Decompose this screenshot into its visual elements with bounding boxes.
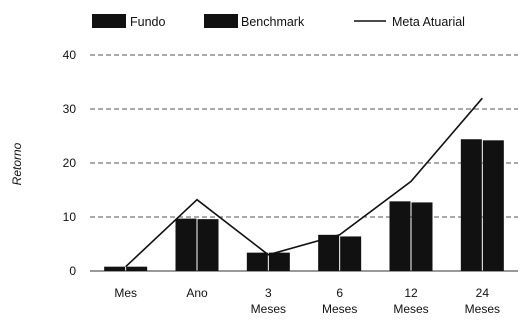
x-tick-label-5: 24 Meses — [465, 286, 500, 316]
bar-fundo-5 — [460, 139, 482, 271]
y-tick-label-20: 20 — [63, 156, 77, 170]
legend: Fundo Benchmark Meta Atuarial — [92, 14, 465, 29]
bar-fundo-2 — [246, 252, 268, 271]
x-tick-label-4: 12 Meses — [393, 286, 428, 316]
bar-fundo-1 — [175, 218, 197, 271]
x-tick-label-line: Mes — [114, 286, 137, 300]
bar-fundo-3 — [318, 234, 340, 271]
x-tick-label-line: 24 — [476, 286, 490, 300]
bar-fundo-4 — [389, 201, 411, 271]
y-axis: 0 10 20 30 40 — [63, 48, 77, 278]
bars — [104, 139, 504, 271]
x-tick-label-line: 6 — [336, 286, 343, 300]
gridlines — [90, 54, 518, 272]
bar-benchmark-1 — [197, 219, 219, 271]
y-axis-label: Retorno — [10, 142, 24, 185]
x-tick-label-line: Meses — [465, 302, 500, 316]
bar-benchmark-5 — [482, 140, 504, 271]
bar-benchmark-2 — [268, 252, 290, 271]
x-tick-label-0: Mes — [114, 286, 137, 300]
x-tick-label-3: 6 Meses — [322, 286, 357, 316]
y-tick-label-0: 0 — [69, 264, 76, 278]
x-tick-label-line: 12 — [404, 286, 418, 300]
legend-label-meta-atuarial: Meta Atuarial — [392, 15, 465, 29]
bar-benchmark-0 — [126, 266, 148, 271]
x-tick-label-line: 3 — [265, 286, 272, 300]
legend-swatch-benchmark — [204, 14, 238, 28]
bar-benchmark-4 — [411, 202, 433, 271]
x-tick-label-line: Meses — [322, 302, 357, 316]
legend-swatch-fundo — [92, 14, 126, 28]
bar-fundo-0 — [104, 266, 126, 271]
x-tick-label-line: Ano — [186, 286, 208, 300]
legend-label-fundo: Fundo — [130, 15, 165, 29]
bar-benchmark-3 — [340, 236, 362, 271]
x-tick-label-line: Meses — [251, 302, 286, 316]
x-tick-label-line: Meses — [393, 302, 428, 316]
line-series — [125, 97, 483, 268]
legend-label-benchmark: Benchmark — [241, 15, 305, 29]
x-axis: Mes Ano 3 Meses 6 Meses 12 Meses 24 Meses — [114, 286, 500, 316]
y-tick-label-30: 30 — [63, 102, 77, 116]
line-meta-atuarial — [125, 97, 483, 268]
y-tick-label-10: 10 — [63, 210, 77, 224]
x-tick-label-1: Ano — [186, 286, 208, 300]
x-tick-label-2: 3 Meses — [251, 286, 286, 316]
y-tick-label-40: 40 — [63, 48, 77, 62]
